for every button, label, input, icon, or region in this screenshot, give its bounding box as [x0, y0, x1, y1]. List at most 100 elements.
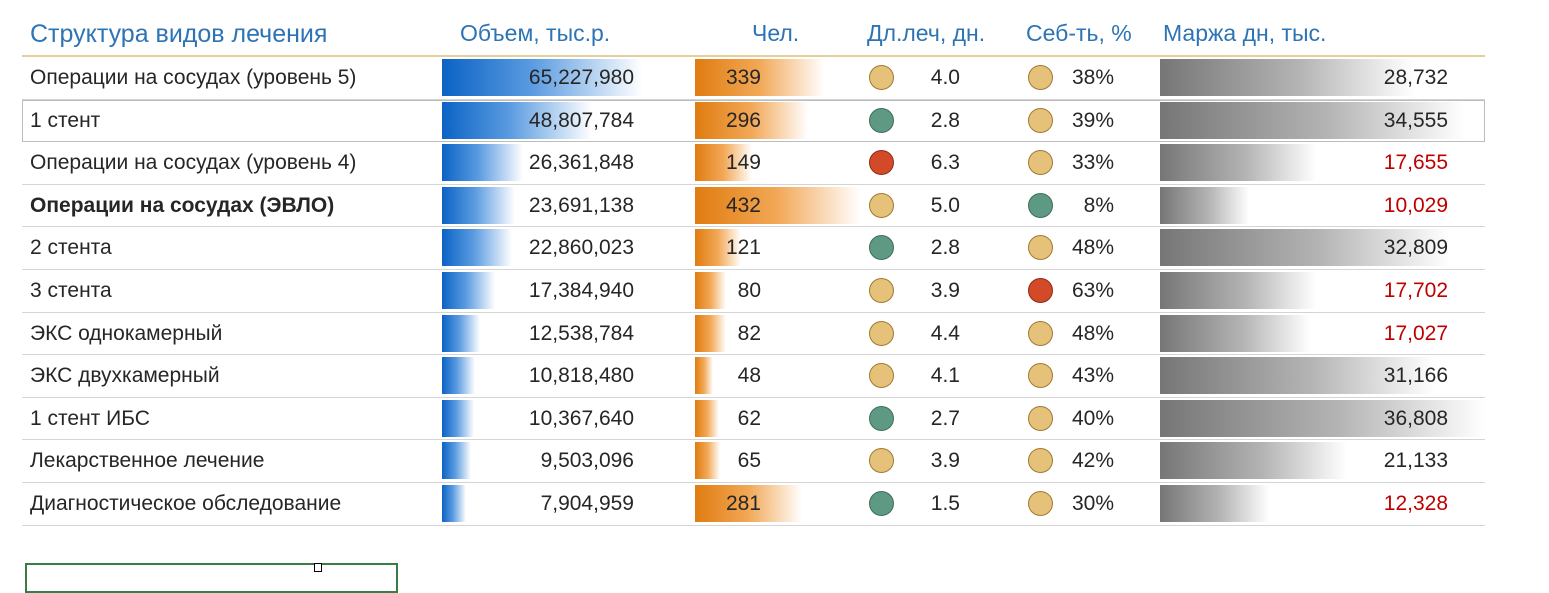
volume-bar [442, 399, 474, 437]
length-value: 4.0 [930, 66, 960, 89]
cost-value: 38% [1071, 66, 1114, 89]
cost-value: 48% [1071, 236, 1114, 260]
margin-bar [1160, 229, 1450, 267]
table-row[interactable]: Операции на сосудах (ЭВЛО) 23,691,138 432 5… [22, 185, 1485, 228]
length-status-icon [869, 320, 894, 346]
volume-value: 7,904,959 [540, 491, 634, 515]
table-row[interactable]: Диагностическое обследование 7,904,959 281… [22, 483, 1485, 526]
people-bar [695, 186, 860, 224]
cost-status-icon [1028, 150, 1053, 176]
column-header-length: Дл.леч, дн. [867, 20, 986, 46]
margin-bar [1160, 186, 1249, 224]
length-value: 2.8 [930, 236, 960, 260]
table-row[interactable]: 1 стент 48,807,784 296 2.8 39% 34,555 [22, 99, 1485, 143]
people-bar [695, 229, 742, 267]
length-status-icon [869, 107, 894, 133]
margin-bar [1160, 144, 1316, 182]
table-row[interactable]: 3 стента 17,384,940 80 3.9 63% 17,702 [22, 270, 1485, 313]
margin-bar [1160, 271, 1317, 309]
volume-value: 10,818,480 [528, 364, 634, 388]
margin-value: 10,029 [1383, 193, 1448, 217]
cost-status-icon [1028, 192, 1053, 218]
cost-value: 43% [1071, 364, 1114, 388]
length-status-icon [869, 65, 894, 90]
length-value: 3.9 [930, 449, 960, 473]
volume-value: 26,361,848 [528, 151, 634, 175]
length-status-icon [869, 192, 894, 218]
selected-cell[interactable] [25, 563, 398, 593]
cost-value: 48% [1071, 321, 1114, 345]
margin-value: 12,328 [1383, 491, 1448, 515]
cost-status-icon [1028, 65, 1053, 90]
table-row[interactable]: Операции на сосудах (уровень 5) 65,227,98… [22, 57, 1485, 100]
table-row[interactable]: 2 стента 22,860,023 121 2.8 48% 32,809 [22, 227, 1485, 270]
row-name: 2 стента [30, 236, 112, 260]
cost-status-icon [1028, 277, 1053, 303]
people-bar [695, 59, 825, 96]
table-row[interactable]: ЭКС двухкамерный 10,818,480 48 4.1 43% 31,166 [22, 355, 1485, 398]
length-value: 4.4 [930, 321, 960, 345]
row-name: 1 стент [30, 108, 101, 132]
margin-bar [1160, 484, 1269, 522]
volume-bar [442, 314, 481, 352]
volume-value: 12,538,784 [528, 321, 634, 345]
volume-bar [442, 229, 513, 267]
people-bar [695, 271, 726, 309]
cost-value: 63% [1071, 278, 1114, 302]
people-bar [695, 399, 719, 437]
volume-bar [442, 271, 496, 309]
length-status-icon [869, 363, 894, 389]
volume-value: 17,384,940 [528, 278, 634, 302]
table-row[interactable]: Операции на сосудах (уровень 4) 26,361,84… [22, 142, 1485, 185]
column-header-margin: Маржа дн, тыс. [1163, 20, 1327, 46]
margin-value: 21,133 [1383, 449, 1448, 473]
row-name: ЭКС однокамерный [30, 321, 223, 345]
cost-value: 8% [1083, 193, 1114, 217]
volume-value: 10,367,640 [528, 406, 634, 430]
people-value: 65 [737, 449, 761, 473]
people-bar [695, 442, 720, 480]
table-row[interactable]: ЭКС однокамерный 12,538,784 82 4.4 48% 17,027 [22, 313, 1485, 356]
people-bar [695, 101, 809, 139]
volume-bar [442, 357, 476, 395]
length-value: 5.0 [930, 193, 960, 217]
length-status-icon [869, 448, 894, 474]
volume-value: 48,807,784 [528, 108, 634, 132]
row-name: 3 стента [30, 278, 112, 302]
people-value: 80 [737, 278, 761, 302]
people-value: 339 [725, 66, 761, 89]
table-row[interactable]: 1 стент ИБС 10,367,640 62 2.7 40% 36,808 [22, 398, 1485, 441]
length-value: 6.3 [930, 151, 960, 175]
people-bar [695, 144, 752, 182]
margin-value: 32,809 [1383, 236, 1448, 260]
margin-bar [1160, 442, 1347, 480]
cost-status-icon [1028, 320, 1053, 346]
margin-value: 17,027 [1383, 321, 1448, 345]
cost-status-icon [1028, 448, 1053, 474]
length-value: 3.9 [930, 278, 960, 302]
column-header-people: Чел. [752, 20, 800, 46]
volume-bar [442, 442, 472, 480]
people-value: 296 [725, 108, 761, 132]
volume-bar [442, 101, 592, 139]
cost-value: 40% [1071, 406, 1114, 430]
volume-bar [442, 484, 467, 522]
row-name: Операции на сосудах (ЭВЛО) [30, 193, 335, 217]
table-title: Структура видов лечения [30, 20, 328, 48]
people-value: 62 [737, 406, 761, 430]
column-header-cost: Себ-ть, % [1026, 20, 1132, 46]
margin-bar [1160, 59, 1414, 96]
people-value: 121 [725, 236, 761, 260]
volume-value: 9,503,096 [540, 449, 634, 473]
cost-status-icon [1028, 235, 1053, 261]
cost-status-icon [1028, 363, 1053, 389]
cost-status-icon [1028, 107, 1053, 133]
volume-value: 23,691,138 [528, 193, 634, 217]
people-value: 149 [725, 151, 761, 175]
table-row[interactable]: Лекарственное лечение 9,503,096 65 3.9 42% 21… [22, 440, 1485, 483]
cost-value: 33% [1071, 151, 1114, 175]
volume-bar [442, 59, 642, 96]
margin-bar [1160, 399, 1485, 437]
margin-value: 36,808 [1383, 406, 1448, 430]
cost-status-icon [1028, 405, 1053, 431]
